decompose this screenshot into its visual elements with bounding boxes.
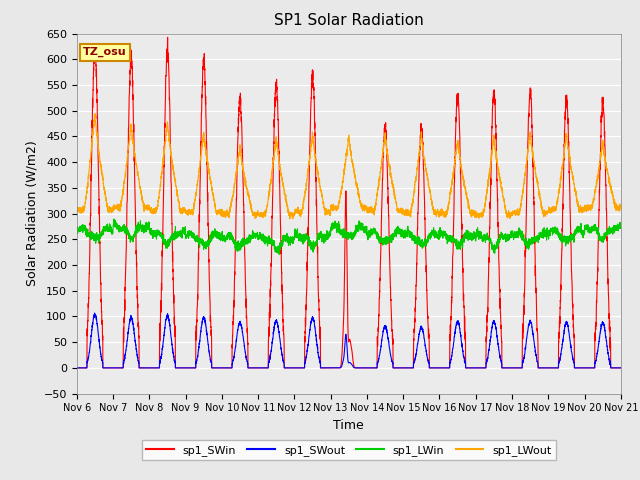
Y-axis label: Solar Radiation (W/m2): Solar Radiation (W/m2): [25, 141, 38, 287]
Title: SP1 Solar Radiation: SP1 Solar Radiation: [274, 13, 424, 28]
sp1_LWout: [502, 207, 509, 213]
sp1_SWout: [616, 365, 624, 371]
sp1_SWin: [329, 365, 337, 371]
sp1_LWout: [329, 204, 337, 210]
Line: sp1_SWout: sp1_SWout: [77, 313, 621, 368]
sp1_SWout: [471, 365, 479, 371]
sp1_SWout: [91, 310, 99, 316]
sp1_SWin: [73, 365, 81, 371]
sp1_SWout: [171, 359, 179, 365]
sp1_SWin: [616, 365, 624, 371]
sp1_LWin: [329, 224, 337, 230]
sp1_SWout: [441, 365, 449, 371]
sp1_LWin: [171, 231, 179, 237]
sp1_LWin: [275, 252, 283, 257]
sp1_SWout: [73, 365, 81, 371]
sp1_LWout: [286, 216, 294, 222]
sp1_LWin: [110, 216, 118, 222]
sp1_LWout: [73, 204, 81, 210]
sp1_LWout: [616, 204, 624, 210]
sp1_LWout: [617, 205, 625, 211]
Text: TZ_osu: TZ_osu: [83, 47, 127, 58]
sp1_LWin: [471, 233, 479, 239]
Legend: sp1_SWin, sp1_SWout, sp1_LWin, sp1_LWout: sp1_SWin, sp1_SWout, sp1_LWin, sp1_LWout: [141, 440, 556, 460]
sp1_LWout: [91, 111, 99, 117]
sp1_SWin: [164, 35, 172, 40]
sp1_LWin: [73, 230, 81, 236]
Line: sp1_LWout: sp1_LWout: [77, 114, 621, 219]
sp1_LWin: [502, 233, 509, 239]
sp1_SWin: [502, 365, 509, 371]
sp1_SWout: [329, 365, 337, 371]
sp1_LWin: [616, 226, 624, 231]
sp1_SWout: [617, 365, 625, 371]
sp1_LWout: [471, 212, 479, 217]
sp1_LWout: [441, 210, 449, 216]
sp1_LWin: [441, 231, 449, 237]
X-axis label: Time: Time: [333, 419, 364, 432]
sp1_SWin: [471, 365, 479, 371]
sp1_LWin: [617, 221, 625, 227]
sp1_SWin: [441, 365, 449, 371]
sp1_SWout: [502, 365, 509, 371]
sp1_SWin: [171, 329, 179, 335]
sp1_SWin: [617, 365, 625, 371]
Line: sp1_LWin: sp1_LWin: [77, 219, 621, 254]
Line: sp1_SWin: sp1_SWin: [77, 37, 621, 368]
sp1_LWout: [171, 177, 179, 183]
